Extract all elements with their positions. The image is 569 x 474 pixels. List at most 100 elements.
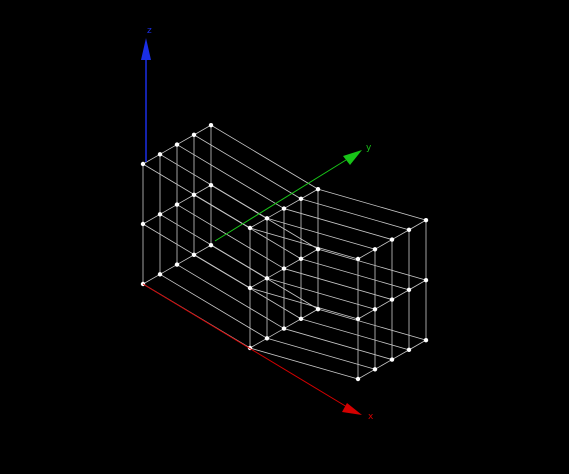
lattice-edge-x [283,208,393,240]
lattice-node[interactable] [372,367,378,372]
lattice-node[interactable] [372,307,378,312]
lattice-node[interactable] [372,247,378,252]
x-axis-label: x [368,412,374,422]
lattice-node[interactable] [315,306,321,312]
lattice-edge-x [176,204,285,269]
lattice-node[interactable] [281,326,287,331]
y-axis-line [214,159,347,242]
lattice-edge-x [266,277,376,310]
lattice-edge-y [408,219,427,231]
y-axis-arrowhead [343,150,362,165]
lattice-edge-x [249,227,359,260]
lattice-node[interactable] [157,152,163,157]
lattice-node[interactable] [389,357,395,362]
lattice-edge-y [249,217,268,229]
lattice-edge-y [159,144,178,155]
lattice-edge-x [193,254,302,320]
lattice-node[interactable] [208,242,214,248]
lattice-edge-y [142,153,161,165]
lattice-edge-y [300,308,319,320]
lattice-node[interactable] [423,217,429,223]
lattice-edge-y [249,277,268,289]
lattice-edge-x [210,124,319,190]
lattice-node[interactable] [264,216,270,221]
lattice-edge-y [357,368,376,380]
lattice-node[interactable] [208,122,214,128]
lattice-edge-x [210,184,319,250]
lattice-edge-x [300,258,410,291]
lattice-node[interactable] [389,237,395,242]
lattice-edge-y [266,328,285,339]
x-axis: x [142,283,374,422]
lattice-edge-y [357,308,376,320]
lattice-edge-x [266,217,376,250]
lattice-edge-x [249,287,359,320]
lattice-edge-y [142,273,161,285]
lattice-node[interactable] [191,132,197,138]
lattice-node[interactable] [174,262,180,267]
lattice-edge-y [374,299,393,310]
lattice-node[interactable] [355,256,361,262]
lattice-node[interactable] [298,196,304,202]
lattice-node[interactable] [389,297,395,302]
lattice-edge-x [193,134,302,200]
lattice-edge-y [300,188,319,200]
y-axis-label: y [366,143,372,153]
lattice-node[interactable] [174,142,180,147]
lattice-node[interactable] [423,337,429,343]
lattice-node[interactable] [157,272,163,277]
z-axis-label: z [147,26,152,36]
lattice-node[interactable] [157,212,163,217]
lattice-node[interactable] [315,186,321,192]
lattice-node[interactable] [140,221,146,227]
lattice-node[interactable] [191,252,197,258]
lattice-edge-y [193,244,212,256]
z-axis: z [141,26,152,162]
lattice-node[interactable] [264,336,270,341]
lattice-edge-y [283,258,302,269]
lattice-nodes [140,122,429,382]
lattice-node[interactable] [247,285,253,291]
x-axis-line [142,283,353,411]
lattice-edge-x [266,337,376,370]
lattice-edge-y [249,337,268,349]
lattice-node[interactable] [355,316,361,322]
lattice-node[interactable] [423,277,429,283]
lattice-edge-y [142,213,161,225]
lattice-node[interactable] [281,206,287,211]
lattice-node[interactable] [140,161,146,167]
lattice-edge-x [317,188,427,221]
lattice-edge-x [300,198,410,231]
lattice-edge-y [176,134,195,145]
lattice-node[interactable] [355,376,361,382]
y-axis: y [214,143,372,242]
lattice-node[interactable] [315,246,321,252]
lattice-node[interactable] [264,276,270,281]
lattice-edge-y [391,229,410,240]
lattice-edge-y [391,349,410,360]
lattice-node[interactable] [281,266,287,271]
lattice-node[interactable] [406,227,412,233]
lattice-node[interactable] [191,192,197,198]
lattice-node[interactable] [174,202,180,207]
lattice-edge-x [283,268,393,300]
lattice-edge-y [283,318,302,329]
lattice-node[interactable] [247,225,253,231]
lattice-edge-x [159,273,268,339]
lattice-node[interactable] [406,287,412,293]
lattice-edge-y [391,289,410,300]
lattice-node[interactable] [208,182,214,188]
lattice-node[interactable] [406,347,412,353]
lattice-edge-y [159,204,178,215]
lattice-edge-y [300,248,319,260]
lattice-edge-x [283,328,393,360]
lattice-edge-y [176,254,195,265]
lattice-edge-x [249,347,359,380]
lattice-edge-y [193,124,212,136]
lattice-edge-y [176,194,195,205]
lattice-node[interactable] [298,316,304,322]
lattice-edge-x [317,308,427,341]
lattice-node[interactable] [298,256,304,262]
